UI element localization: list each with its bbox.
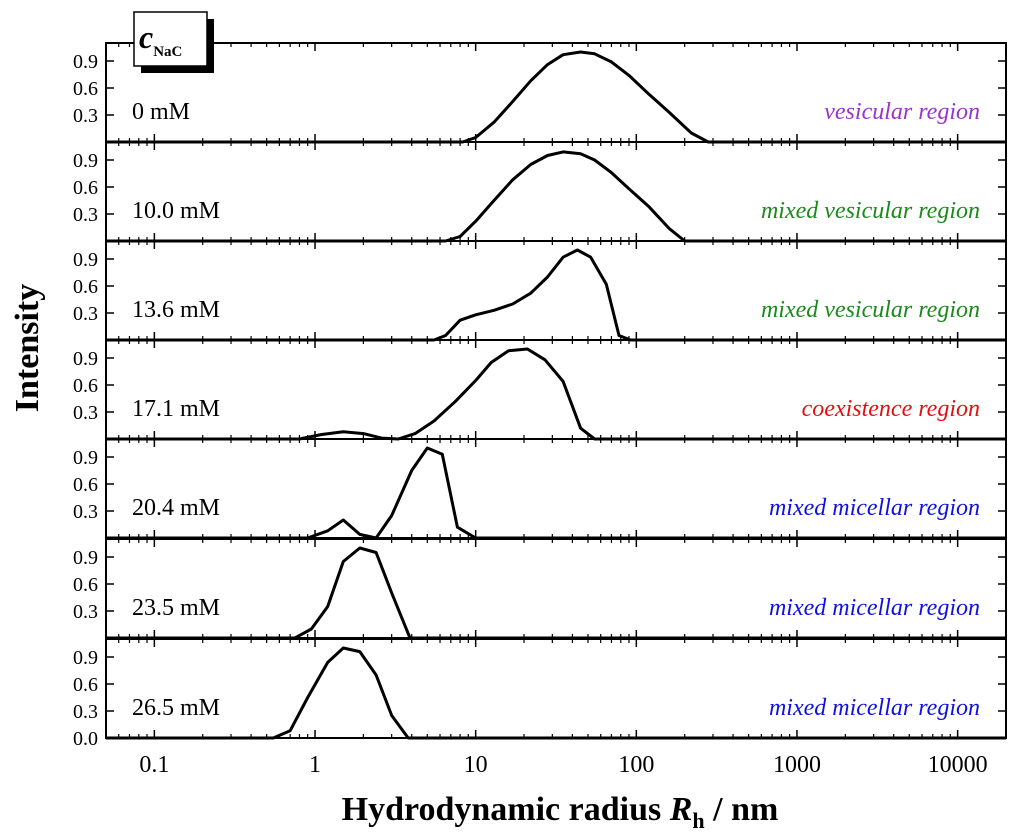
region-label: vesicular region: [824, 99, 980, 125]
concentration-label: 0 mM: [132, 99, 190, 125]
panel: 0.3 0.6 0.9 20.4 mM mixed micellar region: [73, 438, 1007, 540]
x-tick-label: 1000: [773, 752, 821, 778]
region-label: mixed vesicular region: [761, 297, 980, 323]
panel: 0.3 0.6 0.9 23.5 mM mixed micellar region: [73, 538, 1007, 640]
panel-frame: [105, 638, 1007, 739]
panel-frame: [105, 339, 1007, 440]
series-line: [106, 248, 1006, 342]
panel: 0.3 0.6 0.9 10.0 mM mixed vesicular region: [73, 141, 1007, 243]
y-tick-label: 0.6: [73, 276, 98, 298]
panel-frame: [105, 538, 1007, 639]
legend-box-label: cNaC: [139, 19, 182, 60]
y-tick-label: 0.9: [73, 447, 98, 469]
y-tick-label: 0.6: [73, 375, 98, 397]
x-tick-label: 100: [618, 752, 654, 778]
y-tick-label: 0.6: [73, 574, 98, 596]
region-label: mixed micellar region: [769, 695, 980, 721]
series-line: [106, 646, 1006, 740]
region-label: mixed vesicular region: [761, 198, 980, 224]
y-tick-label: 0.0: [73, 728, 98, 750]
y-tick-label: 0.9: [73, 249, 98, 271]
x-axis-title-symbol: R: [669, 791, 693, 828]
concentration-label: 23.5 mM: [132, 595, 220, 621]
y-tick-label: 0.9: [73, 51, 98, 73]
y-tick-label: 0.3: [73, 303, 98, 325]
y-tick-label: 0.3: [73, 105, 98, 127]
series-line: [106, 546, 1006, 640]
y-tick-label: 0.6: [73, 674, 98, 696]
x-tick-label: 0.1: [139, 752, 169, 778]
x-axis-title-text: Hydrodynamic radius: [342, 791, 662, 828]
series-line: [106, 150, 1006, 243]
legend-box-frame: [133, 11, 208, 67]
concentration-label: 13.6 mM: [132, 297, 220, 323]
y-tick-label: 0.9: [73, 150, 98, 172]
x-axis-layer: 0.1 1 10 100 1000 10000: [139, 752, 987, 778]
x-axis-title-subscript: h: [692, 808, 704, 832]
panel-frame: [105, 240, 1007, 341]
region-label: coexistence region: [802, 396, 980, 422]
panels-layer: 0.3 0.6 0.9 0 mM vesicular region 0.3 0.6 0.9 10…: [73, 42, 1007, 750]
concentration-label: 10.0 mM: [132, 198, 220, 224]
y-tick-label: 0.9: [73, 348, 98, 370]
y-tick-label: 0.3: [73, 601, 98, 623]
y-tick-label: 0.6: [73, 78, 98, 100]
y-tick-label: 0.6: [73, 474, 98, 496]
legend-box: cNaC: [133, 11, 214, 73]
series-line: [106, 347, 1006, 441]
x-axis-title-unit: / nm: [712, 791, 778, 828]
y-tick-label: 0.3: [73, 501, 98, 523]
y-tick-label: 0.3: [73, 402, 98, 424]
y-tick-label: 0.9: [73, 647, 98, 669]
legend-box-subscript: NaC: [153, 44, 182, 60]
y-axis-title: Intensity: [9, 284, 46, 412]
x-axis-title: Hydrodynamic radius Rh / nm: [342, 791, 779, 832]
concentration-label: 26.5 mM: [132, 695, 220, 721]
panel: 0.3 0.6 0.9 17.1 mM coexistence region: [73, 339, 1007, 441]
y-tick-label: 0.6: [73, 177, 98, 199]
series-line: [106, 50, 1006, 144]
x-tick-label: 10000: [928, 752, 988, 778]
x-tick-label: 10: [464, 752, 488, 778]
concentration-label: 17.1 mM: [132, 396, 220, 422]
concentration-label: 20.4 mM: [132, 495, 220, 521]
panel: 0.3 0.6 0.9 13.6 mM mixed vesicular region: [73, 240, 1007, 342]
region-label: mixed micellar region: [769, 595, 980, 621]
region-label: mixed micellar region: [769, 495, 980, 521]
panel: 0.3 0.6 0.9 0.0 26.5 mM mixed micellar region: [73, 638, 1007, 750]
y-tick-label: 0.3: [73, 701, 98, 723]
legend-box-symbol: c: [139, 19, 153, 55]
y-tick-label: 0.9: [73, 547, 98, 569]
y-tick-label: 0.3: [73, 204, 98, 226]
series-line: [106, 446, 1006, 540]
panel-frame: [105, 141, 1007, 242]
x-tick-label: 1: [309, 752, 321, 778]
panel-frame: [105, 438, 1007, 539]
